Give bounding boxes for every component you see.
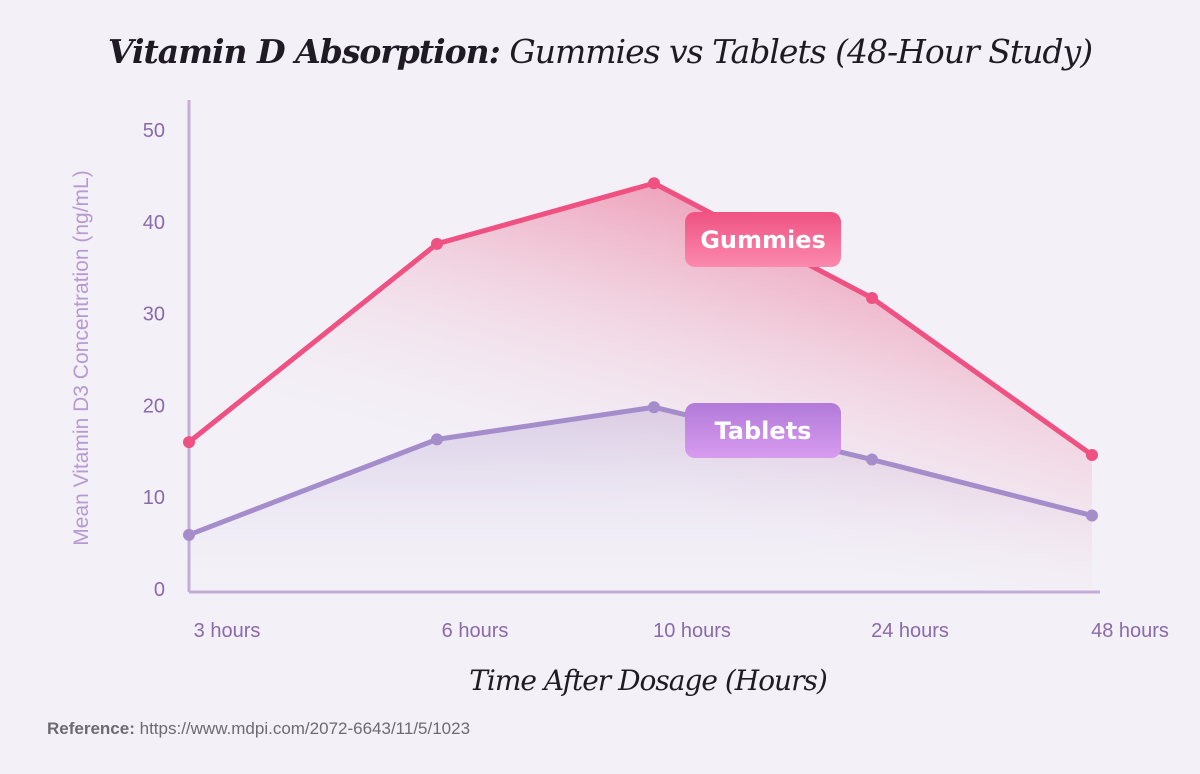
tablets-point xyxy=(866,453,878,466)
y-tick-label: 40 xyxy=(143,212,165,234)
x-tick-label: 3 hours xyxy=(194,620,261,642)
y-tick-label: 20 xyxy=(143,395,165,417)
gummies-point xyxy=(431,237,443,250)
gummies-label-text: Gummies xyxy=(700,226,826,254)
reference: Reference: https://www.mdpi.com/2072-664… xyxy=(47,719,470,739)
y-axis-label: Mean Vitamin D3 Concentration (ng/mL) xyxy=(70,170,93,545)
y-tick-label: 30 xyxy=(143,304,165,326)
x-tick-label: 6 hours xyxy=(442,620,509,642)
x-tick-label: 24 hours xyxy=(871,620,949,642)
x-axis-label: Time After Dosage (Hours) xyxy=(469,664,827,697)
y-tick-label: 0 xyxy=(154,579,165,601)
legend-label-gummies: Gummies xyxy=(685,212,841,267)
chart-title: Vitamin D Absorption: Gummies vs Tablets… xyxy=(0,32,1200,71)
tablets-point xyxy=(648,401,660,414)
legend-label-tablets: Tablets xyxy=(685,403,841,458)
y-tick-label: 10 xyxy=(143,487,165,509)
gummies-point xyxy=(866,291,878,304)
tablets-point xyxy=(183,528,195,541)
x-tick-label: 48 hours xyxy=(1091,620,1169,642)
gummies-point xyxy=(1086,448,1098,461)
tablets-point xyxy=(431,433,443,446)
tablets-point xyxy=(1086,509,1098,522)
gummies-area xyxy=(189,183,1092,589)
y-tick-label: 50 xyxy=(143,120,165,142)
tablets-label-text: Tablets xyxy=(715,417,812,445)
gummies-point xyxy=(183,436,195,449)
chart-title-bold: Vitamin D Absorption: xyxy=(107,32,501,71)
reference-url[interactable]: https://www.mdpi.com/2072-6643/11/5/1023 xyxy=(139,719,471,738)
gummies-point xyxy=(648,177,660,190)
x-tick-label: 10 hours xyxy=(653,620,731,642)
reference-label: Reference: xyxy=(47,719,135,738)
chart-title-rest: Gummies vs Tablets (48-Hour Study) xyxy=(499,32,1093,71)
